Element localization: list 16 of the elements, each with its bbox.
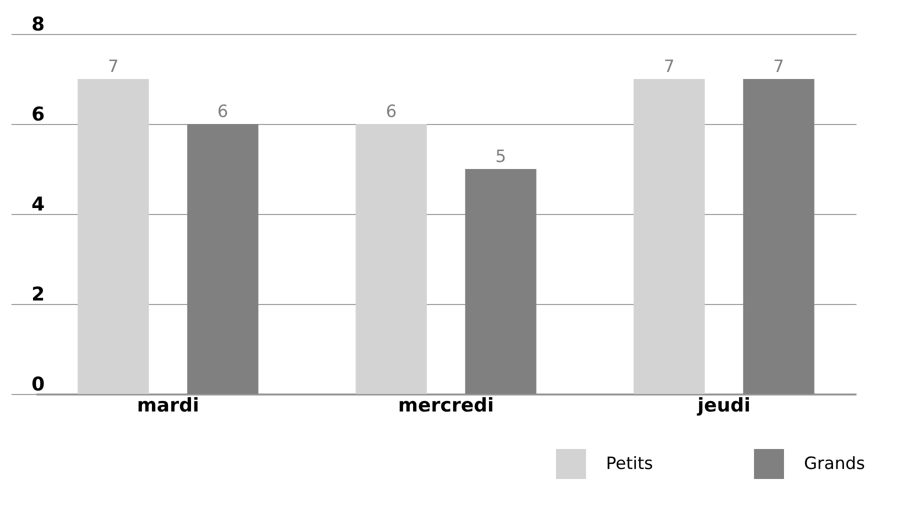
y-tick-label: 8 [32, 14, 45, 36]
data-label: 7 [773, 57, 784, 77]
y-tick-label: 2 [32, 284, 45, 306]
data-label: 6 [217, 102, 228, 122]
legend-label: Petits [606, 454, 654, 474]
x-tick-label: mercredi [398, 394, 494, 416]
data-label: 7 [664, 57, 675, 77]
data-label: 5 [495, 147, 506, 167]
x-tick-label: jeudi [696, 394, 750, 416]
legend-label: Grands [804, 454, 866, 474]
data-label: 6 [386, 102, 397, 122]
y-tick-label: 4 [32, 194, 45, 216]
y-tick-label: 0 [32, 374, 45, 396]
x-tick-label: mardi [136, 394, 200, 416]
y-tick-label: 6 [32, 104, 45, 126]
data-label: 7 [108, 57, 119, 77]
